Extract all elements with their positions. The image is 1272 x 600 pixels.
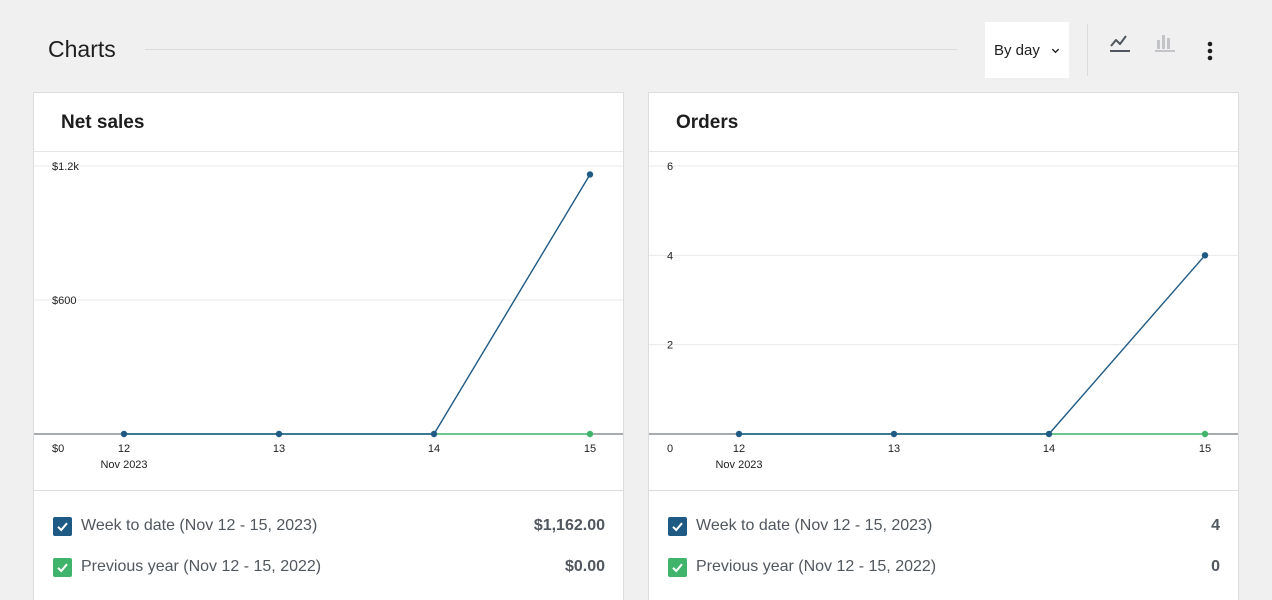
legend-label: Previous year (Nov 12 - 15, 2022) (81, 558, 322, 575)
data-point-current (586, 171, 594, 178)
current-checkbox[interactable] (53, 517, 72, 536)
previous-checkbox[interactable] (668, 558, 687, 577)
card-header-divider (649, 151, 1238, 152)
bar-chart-toggle[interactable] (1148, 26, 1182, 60)
legend-item-current[interactable]: Week to date (Nov 12 - 15, 2023) $1,162.… (53, 514, 605, 538)
data-point-current (120, 430, 128, 438)
charts-header: Charts By day (0, 0, 1272, 92)
legend-label: Week to date (Nov 12 - 15, 2023) (81, 517, 318, 534)
x-tick-label: 12 (733, 443, 745, 455)
data-point-previous (1201, 430, 1209, 438)
data-point-previous (586, 430, 594, 438)
y-tick-label: $600 (52, 295, 76, 307)
line-chart-toggle[interactable] (1103, 26, 1137, 60)
data-point-current (430, 430, 438, 438)
legend-total: $1,162.00 (533, 517, 605, 534)
series-line-current (739, 254, 1206, 435)
line-chart-icon (1110, 35, 1130, 52)
data-point-current (735, 430, 743, 438)
header-separator (1087, 24, 1088, 76)
section-title: Charts (48, 36, 116, 62)
more-vertical-icon (1207, 41, 1213, 61)
card-legend-divider (649, 490, 1238, 491)
data-point-current (1045, 430, 1053, 438)
y-tick-label: $0 (52, 443, 64, 455)
legend-total: $0.00 (564, 558, 605, 575)
x-tick-label: 13 (888, 443, 900, 455)
legend-label: Previous year (Nov 12 - 15, 2022) (696, 558, 937, 575)
card-legend-divider (34, 490, 623, 491)
y-tick-label: $1.2k (52, 161, 79, 173)
checkmark-icon (672, 563, 683, 573)
period-select[interactable]: By day (985, 22, 1069, 78)
net-sales-card: Net sales $0 $600 $1.2k 12 13 14 15 Nov 2023 We… (33, 92, 624, 600)
legend-label: Week to date (Nov 12 - 15, 2023) (696, 517, 933, 534)
x-tick-label: 13 (273, 443, 285, 455)
net-sales-chart: $0 $600 $1.2k 12 13 14 15 Nov 2023 (34, 161, 623, 471)
more-options-button[interactable] (1194, 34, 1226, 68)
bar-chart-icon (1155, 35, 1175, 52)
legend-total: 0 (1211, 558, 1220, 575)
x-axis-sublabel: Nov 2023 (100, 459, 147, 471)
y-tick-label: 0 (667, 443, 673, 455)
y-tick-label: 4 (667, 250, 673, 262)
y-tick-label: 6 (667, 161, 673, 173)
data-point-current (890, 430, 898, 438)
checkmark-icon (672, 522, 683, 532)
period-select-label: By day (994, 41, 1040, 59)
orders-card: Orders 0 2 4 6 12 13 14 15 Nov 2023 Week to date… (648, 92, 1239, 600)
x-tick-label: 14 (1043, 443, 1055, 455)
x-axis-sublabel: Nov 2023 (715, 459, 762, 471)
data-point-current (1201, 252, 1209, 259)
legend-item-previous[interactable]: Previous year (Nov 12 - 15, 2022) 0 (668, 555, 1220, 579)
series-line-current (124, 174, 591, 435)
checkmark-icon (57, 563, 68, 573)
chevron-down-icon (1051, 48, 1060, 54)
x-tick-label: 12 (118, 443, 130, 455)
orders-title: Orders (676, 112, 739, 133)
previous-checkbox[interactable] (53, 558, 72, 577)
net-sales-title: Net sales (61, 112, 145, 133)
data-point-current (275, 430, 283, 438)
legend-item-previous[interactable]: Previous year (Nov 12 - 15, 2022) $0.00 (53, 555, 605, 579)
y-tick-label: 2 (667, 340, 673, 352)
legend-item-current[interactable]: Week to date (Nov 12 - 15, 2023) 4 (668, 514, 1220, 538)
orders-chart: 0 2 4 6 12 13 14 15 Nov 2023 (649, 161, 1238, 471)
x-tick-label: 15 (1199, 443, 1211, 455)
legend-total: 4 (1211, 517, 1220, 534)
checkmark-icon (57, 522, 68, 532)
x-tick-label: 14 (428, 443, 440, 455)
header-divider (145, 49, 957, 50)
card-header-divider (34, 151, 623, 152)
x-tick-label: 15 (584, 443, 596, 455)
current-checkbox[interactable] (668, 517, 687, 536)
